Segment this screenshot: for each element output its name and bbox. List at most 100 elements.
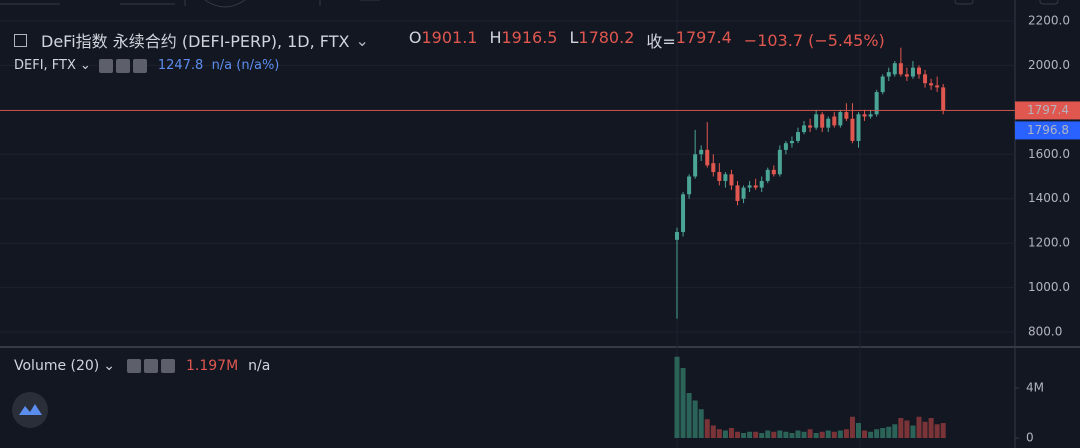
volume-bar — [819, 431, 825, 438]
ohlc-prefix: L — [569, 28, 579, 47]
candle-body — [862, 114, 867, 117]
candle-body — [802, 125, 807, 133]
ohlc-value: 1797.4 — [675, 28, 732, 47]
candle-body — [765, 169, 770, 181]
candle-body — [687, 176, 692, 195]
volume-bar — [904, 420, 910, 438]
y-tick-label: 1600.0 — [1028, 147, 1070, 161]
eye-icon[interactable] — [127, 359, 141, 373]
candle-body — [935, 85, 940, 88]
candle-body — [699, 149, 704, 155]
volume-bar — [849, 416, 855, 438]
candle-body — [735, 185, 740, 201]
volume-bar — [825, 430, 831, 438]
candle-body — [844, 112, 849, 119]
volume-bar — [892, 424, 898, 438]
candle-body — [832, 116, 837, 126]
volume-bar — [795, 430, 801, 438]
y-tick-label: 800.0 — [1028, 325, 1062, 339]
volume-bar — [753, 431, 759, 438]
candle-body — [705, 149, 710, 166]
volume-bar — [934, 424, 940, 438]
y-tick-label: 1400.0 — [1028, 191, 1070, 205]
logo[interactable] — [12, 392, 48, 428]
volume-extra: n/a — [248, 358, 271, 374]
volume-bar — [837, 430, 843, 438]
candle-body — [929, 83, 934, 86]
ohlc: O 1901.1 H 1916.5 L 1780.2 收= 1797.4 — [409, 28, 732, 52]
y2-tick-label: 4M — [1026, 381, 1044, 395]
title: DeFi指数 永续合约 (DEFI-PERP), 1D, FTX — [41, 32, 350, 51]
y-tick-label: 1200.0 — [1028, 236, 1070, 250]
close-icon[interactable] — [161, 359, 175, 373]
candle-body — [868, 114, 873, 117]
y-tick-label: 2000.0 — [1028, 58, 1070, 72]
candle-body — [941, 87, 946, 111]
volume-bar — [789, 433, 795, 438]
candle-body — [898, 63, 903, 75]
volume-bar — [783, 431, 789, 438]
y-tick-label: 2200.0 — [1028, 14, 1070, 28]
candle-body — [874, 92, 879, 115]
volume-bar — [916, 416, 922, 438]
candle-body — [820, 114, 825, 128]
volume-bar — [807, 429, 813, 438]
eye-icon[interactable] — [98, 58, 113, 73]
candle-body — [783, 143, 788, 150]
candle-body — [771, 169, 776, 175]
candle-body — [753, 185, 758, 188]
volume-row: Volume (20) ⌄ 1.197M n/a — [14, 358, 270, 374]
ohlc-prefix: H — [489, 28, 502, 47]
volume-bar — [704, 419, 710, 438]
close-icon[interactable] — [132, 58, 147, 73]
ohlc-value: 1916.5 — [501, 28, 558, 47]
indicator-value: 1247.8 n/a (n/a%) — [157, 58, 280, 73]
indicator-row: DEFI, FTX ⌄ 1247.8 n/a (n/a%) — [14, 58, 279, 73]
candle-body — [729, 174, 734, 186]
volume-bar — [771, 431, 777, 438]
volume-bar — [692, 400, 698, 438]
volume-bar — [728, 428, 734, 438]
volume-bar — [716, 429, 722, 438]
volume-bar — [777, 430, 783, 438]
volume-bar — [831, 431, 837, 438]
mark-price-label: 1796.8 — [1027, 123, 1069, 137]
volume-bar — [874, 429, 880, 438]
ohlc-value: 1901.1 — [421, 28, 478, 47]
volume-bar — [813, 433, 819, 438]
chevron[interactable]: ⌄ — [79, 58, 91, 73]
candle-body — [681, 194, 686, 233]
candle-body — [693, 154, 698, 177]
candle-body — [723, 174, 728, 181]
candle-body — [747, 185, 752, 188]
candle-body — [892, 63, 897, 75]
volume-bar — [898, 418, 904, 438]
volume-value: 1.197M — [186, 358, 239, 374]
ohlc-value: 1780.2 — [578, 28, 635, 47]
volume-bar — [722, 430, 728, 438]
chevron[interactable]: ⌄ — [103, 358, 115, 374]
volume-bar — [698, 409, 704, 438]
candle-body — [796, 132, 800, 141]
last-price-tag — [1015, 101, 1080, 120]
candle-body — [923, 74, 928, 84]
collapse-icon[interactable] — [14, 33, 27, 47]
title-row: DeFi指数 永续合约 (DEFI-PERP), 1D, FTX ⌄ O 1901… — [14, 28, 885, 52]
chevron[interactable]: ⌄ — [355, 30, 369, 50]
candle-body — [759, 180, 764, 188]
candle-body — [910, 67, 915, 77]
y-tick-label: 1000.0 — [1028, 280, 1070, 294]
candle-body — [777, 149, 782, 175]
gear-icon[interactable] — [115, 58, 130, 73]
change: −103.7 (−5.45%) — [743, 30, 885, 50]
candle-body — [850, 118, 855, 141]
volume-bar — [765, 430, 771, 438]
volume-bar — [686, 393, 692, 438]
gear-icon[interactable] — [144, 359, 158, 373]
volume-bar — [880, 428, 886, 438]
volume-bar — [674, 356, 680, 438]
candle-body — [814, 114, 819, 128]
volume-bar — [928, 418, 934, 438]
